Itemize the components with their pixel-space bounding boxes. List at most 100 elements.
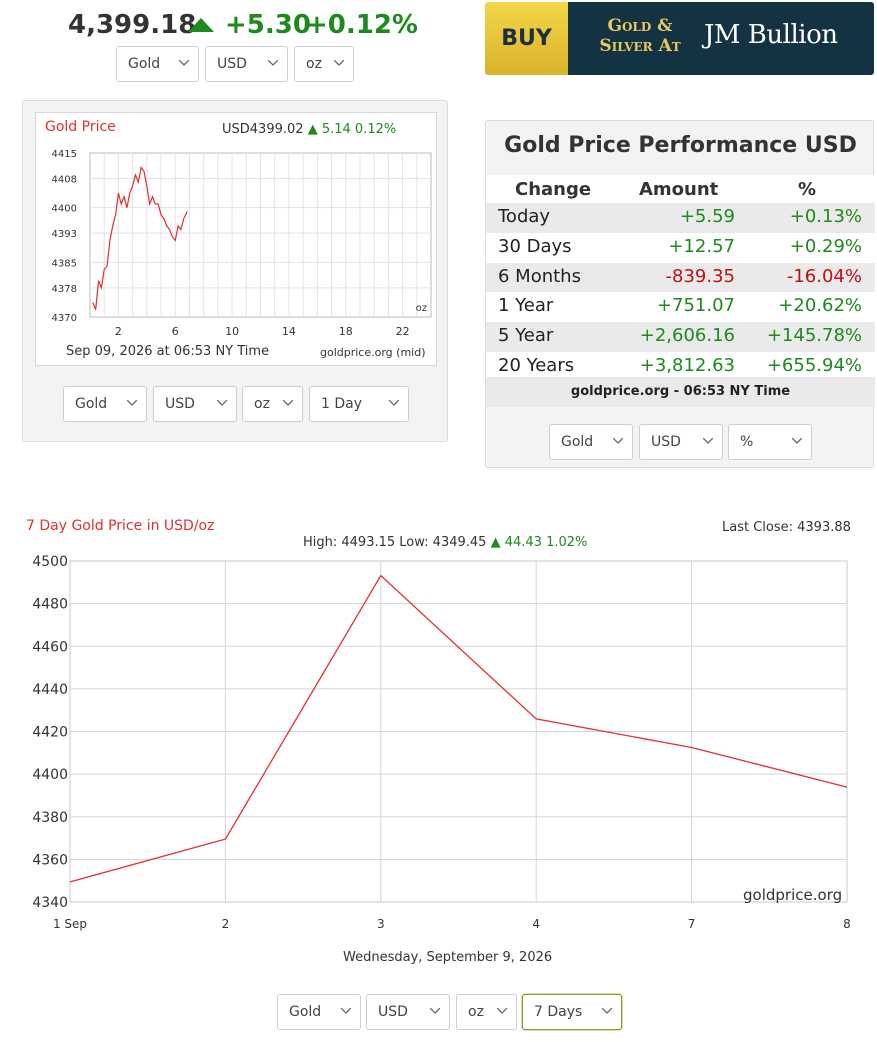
- ad-tagline: Gold & Silver At: [590, 16, 690, 56]
- big-chart-currency-select[interactable]: USD: [366, 994, 450, 1030]
- small-chart-title: Gold Price: [45, 119, 116, 135]
- small-chart-unit-label: oz: [416, 303, 427, 314]
- small-chart-x-tick-label: 6: [172, 325, 179, 338]
- performance-row-amount: +751.07: [656, 295, 735, 317]
- big-chart-x-tick-label: 1 Sep: [53, 917, 87, 931]
- big-chart-y-tick-label: 4440: [32, 682, 68, 698]
- big-chart-metal-select[interactable]: Gold: [277, 994, 361, 1030]
- up-arrow-icon: [188, 18, 214, 32]
- big-chart-y-tick-label: 4360: [32, 852, 68, 868]
- header-percent: %: [798, 179, 817, 200]
- big-chart-last-close: Last Close: 4393.88: [722, 520, 851, 535]
- performance-row-amount: -839.35: [665, 265, 735, 287]
- small-chart-y-tick-label: 4370: [52, 313, 77, 324]
- chevron-down-icon: [613, 438, 623, 444]
- performance-row-label: 1 Year: [498, 295, 554, 317]
- big-chart-change: 44.43 1.02%: [504, 535, 588, 550]
- performance-row: Today +5.59 +0.13%: [486, 203, 875, 233]
- small-chart-y-tick-label: 4393: [52, 229, 77, 240]
- up-arrow-icon: ▲: [490, 535, 501, 550]
- performance-row-amount: +2,606.16: [639, 325, 735, 347]
- ticker-change: +5.30: [225, 10, 311, 40]
- performance-row-label: 5 Year: [498, 325, 554, 347]
- small-chart-change: 5.14: [321, 122, 351, 137]
- big-chart-price-line: [69, 574, 848, 883]
- ad-tagline-line1: Gold &: [607, 16, 673, 36]
- big-chart-y-tick-label: 4420: [32, 725, 68, 741]
- header-change: Change: [515, 179, 592, 200]
- big-chart-range-select[interactable]: 7 Days: [522, 994, 622, 1030]
- performance-row-percent: +20.62%: [778, 295, 862, 317]
- small-chart-source: goldprice.org (mid): [320, 346, 426, 359]
- performance-row-percent: +0.13%: [789, 206, 862, 227]
- big-chart-x-tick-label: 7: [688, 917, 696, 931]
- big-chart-svg: 4340 4360 4380 4400 4420 4440 4460 4480 4500 1 Se…: [32, 554, 850, 931]
- chevron-down-icon: [268, 60, 278, 66]
- big-chart-high-low-values: High: 4493.15 Low: 4349.45: [303, 535, 487, 550]
- small-chart-metal-select[interactable]: Gold: [63, 386, 147, 422]
- small-chart-date: Sep 09, 2026 at 06:53 NY Time: [66, 344, 270, 359]
- performance-row-label: 30 Days: [498, 235, 572, 257]
- performance-title: Gold Price Performance USD: [504, 133, 857, 158]
- performance-row-label: Today: [498, 206, 551, 227]
- big-chart-title: 7 Day Gold Price in USD/oz: [26, 518, 215, 534]
- ticker-metal-select[interactable]: Gold: [116, 46, 199, 82]
- small-chart-currency-select[interactable]: USD: [153, 386, 237, 422]
- big-chart-x-tick-label: 2: [222, 917, 230, 931]
- performance-metal-select[interactable]: Gold: [549, 424, 633, 460]
- performance-row: 6 Months -839.35 -16.04%: [486, 262, 875, 293]
- performance-row-amount: +5.59: [679, 206, 735, 227]
- performance-row-percent: +145.78%: [766, 325, 862, 347]
- small-chart-y-tick-label: 4378: [52, 284, 77, 295]
- big-chart-y-tick-label: 4340: [32, 895, 68, 911]
- small-chart-svg: 4370 4378 4385 4393 4400 4408 4415 2 6 10 14 18 22 oz: [52, 149, 432, 338]
- small-chart: 4370 4378 4385 4393 4400 4408 4415 2 6 10 14 18 22 oz…: [35, 112, 437, 366]
- ad-brand-area: Gold & Silver At JM Bullion: [568, 2, 874, 75]
- small-chart-y-tick-label: 4385: [52, 258, 77, 269]
- jm-bullion-ad-banner[interactable]: BUY Gold & Silver At JM Bullion: [485, 2, 874, 75]
- chevron-down-icon: [179, 60, 189, 66]
- chevron-down-icon: [602, 1008, 612, 1014]
- small-chart-price: USD4399.02: [222, 122, 304, 137]
- up-arrow-icon: ▲: [307, 122, 318, 137]
- performance-row-amount: +12.57: [668, 235, 735, 257]
- chevron-down-icon: [497, 1008, 507, 1014]
- ticker-price: 4,399.18: [68, 10, 197, 40]
- ad-tagline-line2: Silver At: [599, 36, 681, 56]
- chevron-down-icon: [389, 400, 399, 406]
- ticker-currency-select[interactable]: USD: [205, 46, 288, 82]
- performance-header-row: Change Amount %: [486, 175, 875, 203]
- big-chart-date: Wednesday, September 9, 2026: [343, 950, 553, 965]
- performance-row-amount: +3,812.63: [639, 355, 735, 376]
- small-chart-header: USD4399.02 ▲ 5.14 0.12%: [222, 122, 396, 137]
- performance-currency-select[interactable]: USD: [639, 424, 723, 460]
- big-chart-y-tick-label: 4380: [32, 810, 68, 826]
- ticker-unit-select[interactable]: oz: [294, 46, 354, 82]
- performance-row: 5 Year +2,606.16 +145.78%: [486, 322, 875, 353]
- chevron-down-icon: [341, 1008, 351, 1014]
- big-chart-x-tick-label: 4: [532, 917, 540, 931]
- big-chart-unit-select[interactable]: oz: [456, 994, 517, 1030]
- small-chart-range-select[interactable]: 1 Day: [309, 386, 409, 422]
- small-chart-x-tick-label: 2: [115, 325, 122, 338]
- big-chart-x-tick-label: 3: [377, 917, 385, 931]
- performance-row: 1 Year +751.07 +20.62%: [486, 292, 875, 323]
- chevron-down-icon: [703, 438, 713, 444]
- small-chart-y-tick-label: 4400: [52, 204, 77, 215]
- big-chart-source: goldprice.org: [743, 886, 843, 904]
- performance-row-percent: +655.94%: [766, 355, 862, 376]
- small-chart-y-tick-label: 4408: [52, 175, 77, 186]
- chevron-down-icon: [127, 400, 137, 406]
- performance-row-percent: +0.29%: [789, 235, 862, 257]
- chevron-down-icon: [217, 400, 227, 406]
- small-chart-change-percent: 0.12%: [354, 122, 397, 137]
- chevron-down-icon: [430, 1008, 440, 1014]
- chevron-down-icon: [334, 60, 344, 66]
- big-chart-y-tick-label: 4480: [32, 597, 68, 613]
- chevron-down-icon: [283, 400, 293, 406]
- small-chart-unit-select[interactable]: oz: [242, 386, 303, 422]
- header-amount: Amount: [639, 179, 719, 200]
- ticker-change-percent: +0.12%: [306, 10, 418, 40]
- performance-row: 30 Days +12.57 +0.29%: [486, 232, 875, 263]
- performance-unit-select[interactable]: %: [728, 424, 812, 460]
